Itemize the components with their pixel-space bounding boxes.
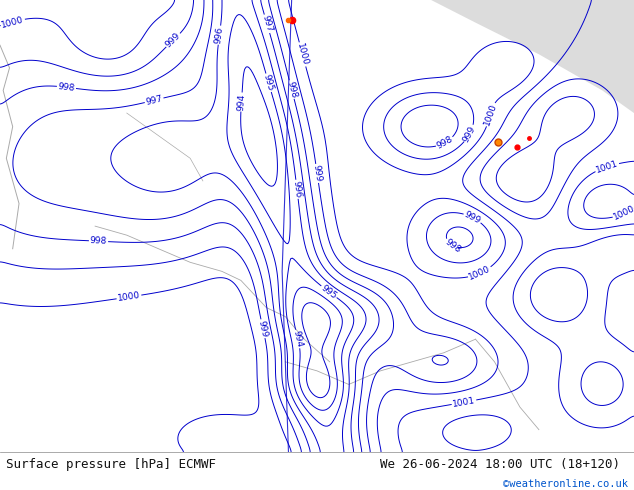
Text: 1001: 1001 <box>595 159 619 175</box>
Text: We 26-06-2024 18:00 UTC (18+120): We 26-06-2024 18:00 UTC (18+120) <box>380 458 621 471</box>
Text: 996: 996 <box>292 180 302 198</box>
Text: 998: 998 <box>285 80 298 99</box>
Text: 998: 998 <box>443 237 462 254</box>
Text: 997: 997 <box>145 94 164 107</box>
Text: 994: 994 <box>292 330 304 348</box>
Text: 1000: 1000 <box>612 204 634 222</box>
Polygon shape <box>431 0 634 113</box>
Text: 999: 999 <box>164 31 183 49</box>
Text: 998: 998 <box>435 135 455 151</box>
Text: 995: 995 <box>320 283 339 300</box>
Text: ©weatheronline.co.uk: ©weatheronline.co.uk <box>503 479 628 490</box>
Text: 999: 999 <box>311 164 323 183</box>
Text: 995: 995 <box>262 73 275 92</box>
Text: 1000: 1000 <box>295 42 310 67</box>
Text: 996: 996 <box>214 26 225 44</box>
Text: 999: 999 <box>462 124 477 144</box>
Text: 1001: 1001 <box>452 396 476 409</box>
Text: 998: 998 <box>58 82 75 93</box>
Text: 1000: 1000 <box>117 291 141 303</box>
Text: 999: 999 <box>257 319 269 338</box>
Text: Surface pressure [hPa] ECMWF: Surface pressure [hPa] ECMWF <box>6 458 216 471</box>
Text: 999: 999 <box>463 210 482 225</box>
Text: 1000: 1000 <box>468 265 492 282</box>
Text: 1000: 1000 <box>1 15 25 29</box>
Text: 994: 994 <box>236 93 247 111</box>
Circle shape <box>174 88 206 111</box>
Text: 998: 998 <box>89 236 107 246</box>
Text: 997: 997 <box>261 14 274 33</box>
Circle shape <box>337 74 360 90</box>
Text: 1000: 1000 <box>482 102 498 127</box>
